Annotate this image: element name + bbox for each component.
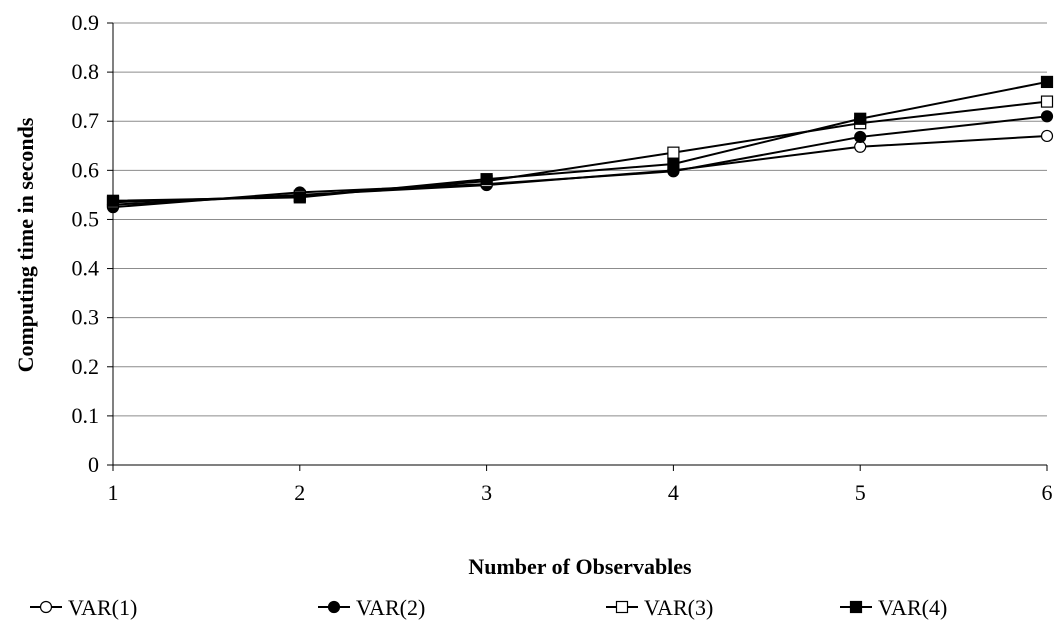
data-point-3-4 <box>854 112 867 125</box>
x-tick-label-0: 1 <box>108 480 119 505</box>
legend-item-1: VAR(2) <box>318 595 425 620</box>
data-point-3-1 <box>293 191 306 204</box>
data-point-3-3 <box>667 157 680 171</box>
y-tick-label-1: 0.1 <box>72 403 100 428</box>
series-line-3 <box>112 80 1048 202</box>
y-tick-label-7: 0.7 <box>72 108 100 133</box>
y-tick-labels: 0 0.1 0.2 0.3 0.4 0.5 0.6 0.7 0.8 0.9 <box>72 10 100 477</box>
x-axis-title: Number of Observables <box>468 554 692 579</box>
legend: VAR(1) VAR(2) VAR(3) VAR(4) <box>30 595 947 620</box>
series-line-1 <box>112 115 1048 209</box>
y-tick-label-9: 0.9 <box>72 10 100 35</box>
legend-label-2: VAR(3) <box>644 595 713 620</box>
legend-marker-1 <box>327 600 341 614</box>
legend-label-3: VAR(4) <box>878 595 947 620</box>
legend-item-3: VAR(4) <box>840 595 947 620</box>
data-point-3-0 <box>106 194 120 207</box>
x-tick-label-3: 4 <box>668 480 679 505</box>
y-axis-title: Computing time in seconds <box>13 117 38 372</box>
legend-marker-0 <box>39 600 53 614</box>
series-line-2 <box>112 100 1048 204</box>
legend-marker-3 <box>849 600 863 614</box>
data-point-2-5 <box>1040 95 1054 108</box>
y-tick-label-5: 0.5 <box>72 206 100 231</box>
legend-marker-2 <box>615 600 629 614</box>
gridlines <box>113 22 1047 417</box>
data-point-1-4 <box>854 130 867 144</box>
data-point-0-5 <box>1040 129 1054 143</box>
data-point-1-5 <box>1040 110 1054 123</box>
y-tick-label-2: 0.2 <box>72 354 100 379</box>
axes <box>107 22 1048 471</box>
x-tick-label-1: 2 <box>294 480 305 505</box>
data-series <box>106 75 1054 214</box>
y-tick-label-3: 0.3 <box>72 305 100 330</box>
y-tick-label-0: 0 <box>88 452 99 477</box>
data-point-3-2 <box>480 173 493 186</box>
y-tick-label-6: 0.6 <box>72 157 100 182</box>
y-tick-label-4: 0.4 <box>72 256 100 281</box>
data-point-3-5 <box>1040 75 1054 89</box>
series-3 <box>106 75 1054 207</box>
data-point-2-3 <box>667 146 680 159</box>
series-2 <box>106 95 1054 209</box>
x-tick-label-2: 3 <box>481 480 492 505</box>
x-tick-label-4: 5 <box>855 480 866 505</box>
legend-label-0: VAR(1) <box>68 595 137 620</box>
y-tick-label-8: 0.8 <box>72 59 100 84</box>
legend-label-1: VAR(2) <box>356 595 425 620</box>
x-tick-labels: 1 2 3 4 5 6 <box>108 480 1053 505</box>
legend-item-0: VAR(1) <box>30 595 137 620</box>
legend-item-2: VAR(3) <box>606 595 713 620</box>
x-tick-label-5: 6 <box>1042 480 1053 505</box>
